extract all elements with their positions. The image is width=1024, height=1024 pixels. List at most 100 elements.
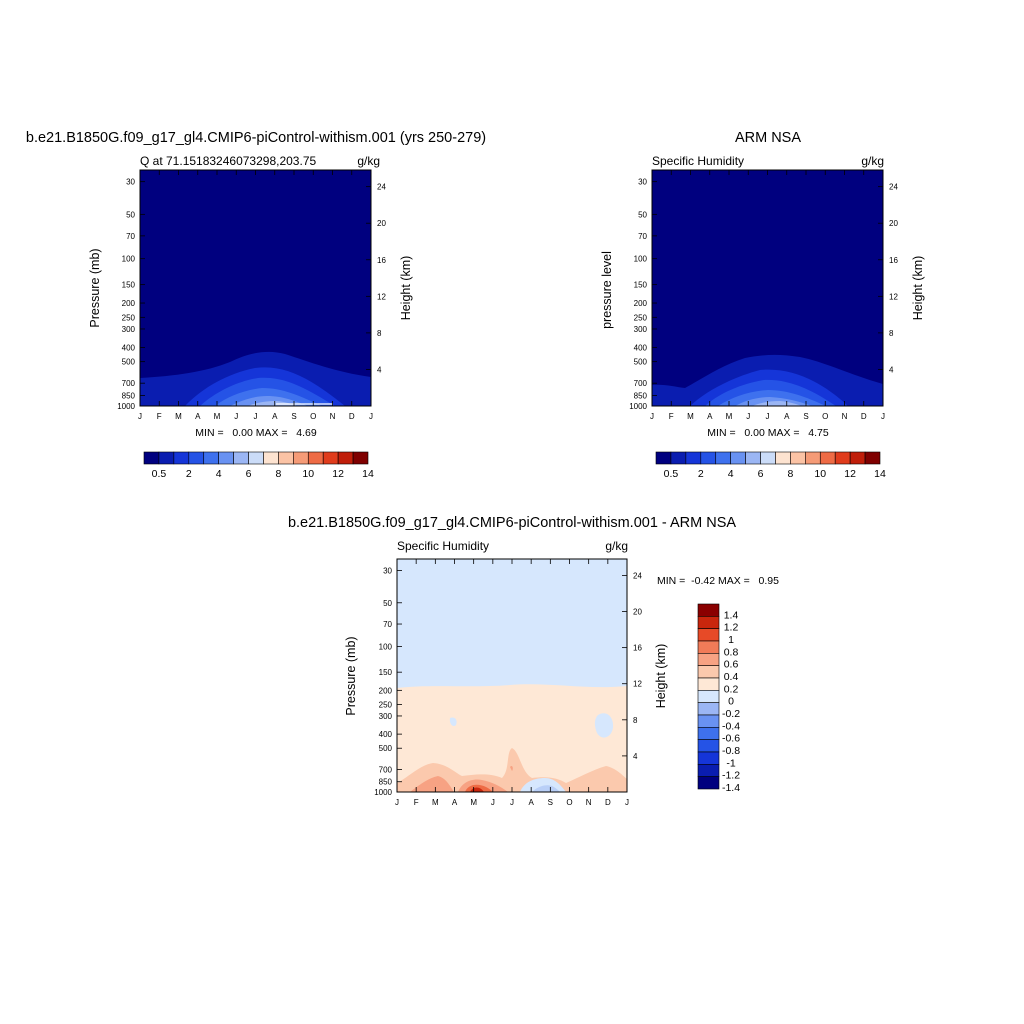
y-tick-label: 200 (634, 299, 648, 308)
colorbar-swatch (322, 451, 339, 465)
units-label: g/kg (605, 539, 628, 553)
colorbar-swatch (697, 653, 720, 666)
colorbar-swatch (278, 451, 294, 465)
y-tick-label: 100 (122, 255, 136, 264)
right-y-tick-label: 16 (633, 644, 642, 653)
colorbar-swatch (700, 451, 717, 465)
x-tick-label: A (452, 798, 458, 807)
y-tick-label: 50 (638, 210, 647, 219)
contour-field (652, 170, 883, 406)
colorbar-label: 2 (698, 468, 704, 480)
y-tick-label: 1000 (117, 402, 135, 411)
y-tick-label: 70 (126, 232, 135, 241)
colorbar-label: 12 (844, 468, 856, 480)
units-label: g/kg (357, 154, 380, 168)
colorbar: 0.5 2 4 6 8 10 12 14 (143, 451, 374, 480)
y-tick-label: 70 (638, 232, 647, 241)
colorbar-label: -1.2 (722, 770, 740, 782)
colorbar-swatch (697, 640, 720, 654)
y-tick-label: 250 (122, 313, 136, 322)
right-y-tick-label: 24 (633, 571, 642, 580)
colorbar-swatch (143, 451, 160, 465)
y-tick-label: 700 (634, 379, 648, 388)
y-tick-label: 1000 (374, 788, 392, 797)
colorbar-swatch (745, 451, 761, 465)
right-y-tick-label: 8 (377, 329, 382, 338)
left-string: Q at 71.15183246073298,203.75 (140, 154, 316, 168)
colorbar-swatch (805, 451, 821, 465)
y-tick-label: 400 (379, 730, 393, 739)
colorbar-swatch (697, 702, 720, 716)
x-tick-label: J (650, 412, 654, 421)
x-tick-label: D (605, 798, 611, 807)
y-tick-label: 700 (122, 379, 136, 388)
x-tick-label: J (766, 412, 770, 421)
x-tick-label: A (528, 798, 534, 807)
x-tick-label: A (707, 412, 713, 421)
colorbar-label: -0.2 (722, 708, 740, 720)
contour-band-pos (410, 776, 454, 792)
colorbar-swatch (158, 451, 175, 465)
right-y-tick-label: 16 (889, 256, 898, 265)
colorbar-label: 1 (728, 634, 734, 646)
colorbar-label: 8 (787, 468, 793, 480)
colorbar: 1.41.210.80.60.40.20-0.2-0.4-0.6-0.8-1-1… (697, 603, 740, 794)
colorbar-label: 6 (246, 468, 252, 480)
contour-band-neg (594, 713, 614, 738)
y-tick-label: 300 (634, 325, 648, 334)
x-tick-label: J (234, 412, 238, 421)
y-tick-label: 100 (379, 643, 393, 652)
colorbar-label: 4 (728, 468, 734, 480)
right-y-tick-label: 20 (633, 608, 642, 617)
colorbar-label: 2 (186, 468, 192, 480)
x-tick-label: M (687, 412, 694, 421)
y-tick-label: 100 (634, 255, 648, 264)
colorbar-swatch (655, 451, 672, 465)
x-tick-label: A (272, 412, 278, 421)
colorbar-label: 0.4 (724, 671, 739, 683)
x-tick-label: J (254, 412, 258, 421)
chart-title: b.e21.B1850G.f09_g17_gl4.CMIP6-piControl… (288, 515, 736, 531)
colorbar-swatch (697, 677, 720, 691)
axes: J F M A M J J A S O N D J 30 50 70 100 150 200 250 300 400 500… (117, 170, 386, 421)
min-max-label: MIN = -0.42 MAX = 0.95 (657, 575, 779, 587)
colorbar-swatch (697, 764, 720, 777)
units-label: g/kg (861, 154, 884, 168)
colorbar-swatch (697, 776, 720, 790)
colorbar-swatch (352, 451, 369, 465)
x-tick-label: M (175, 412, 182, 421)
x-tick-label: F (414, 798, 419, 807)
min-max-label: MIN = 0.00 MAX = 4.69 (195, 427, 317, 439)
right-y-tick-label: 24 (377, 183, 386, 192)
x-tick-label: J (138, 412, 142, 421)
x-tick-label: S (803, 412, 808, 421)
colorbar-label: 12 (332, 468, 344, 480)
colorbar-swatch (715, 451, 731, 465)
y-tick-label: 250 (379, 700, 393, 709)
colorbar-swatch (670, 451, 687, 465)
right-y-axis-label: Height (km) (654, 644, 668, 709)
x-tick-label: F (669, 412, 674, 421)
colorbar-swatch (864, 451, 881, 465)
x-tick-label: J (746, 412, 750, 421)
y-axis-label: pressure level (600, 251, 614, 329)
x-tick-label: M (432, 798, 439, 807)
colorbar-swatch (218, 451, 234, 465)
right-y-tick-label: 20 (377, 219, 386, 228)
x-tick-label: J (881, 412, 885, 421)
right-y-tick-label: 4 (889, 365, 894, 374)
colorbar-swatch (697, 739, 720, 753)
y-tick-label: 300 (379, 712, 393, 721)
x-tick-label: J (395, 798, 399, 807)
left-string: Specific Humidity (397, 539, 489, 553)
colorbar-swatch (697, 690, 720, 703)
colorbar-swatch (307, 451, 324, 465)
colorbar-label: 0.8 (724, 646, 739, 658)
right-y-tick-label: 12 (889, 292, 898, 301)
colorbar-swatch (790, 451, 806, 465)
colorbar: 0.5 2 4 6 8 10 12 14 (655, 451, 886, 480)
x-tick-label: F (157, 412, 162, 421)
x-tick-label: D (349, 412, 355, 421)
colorbar-label: -0.6 (722, 733, 740, 745)
